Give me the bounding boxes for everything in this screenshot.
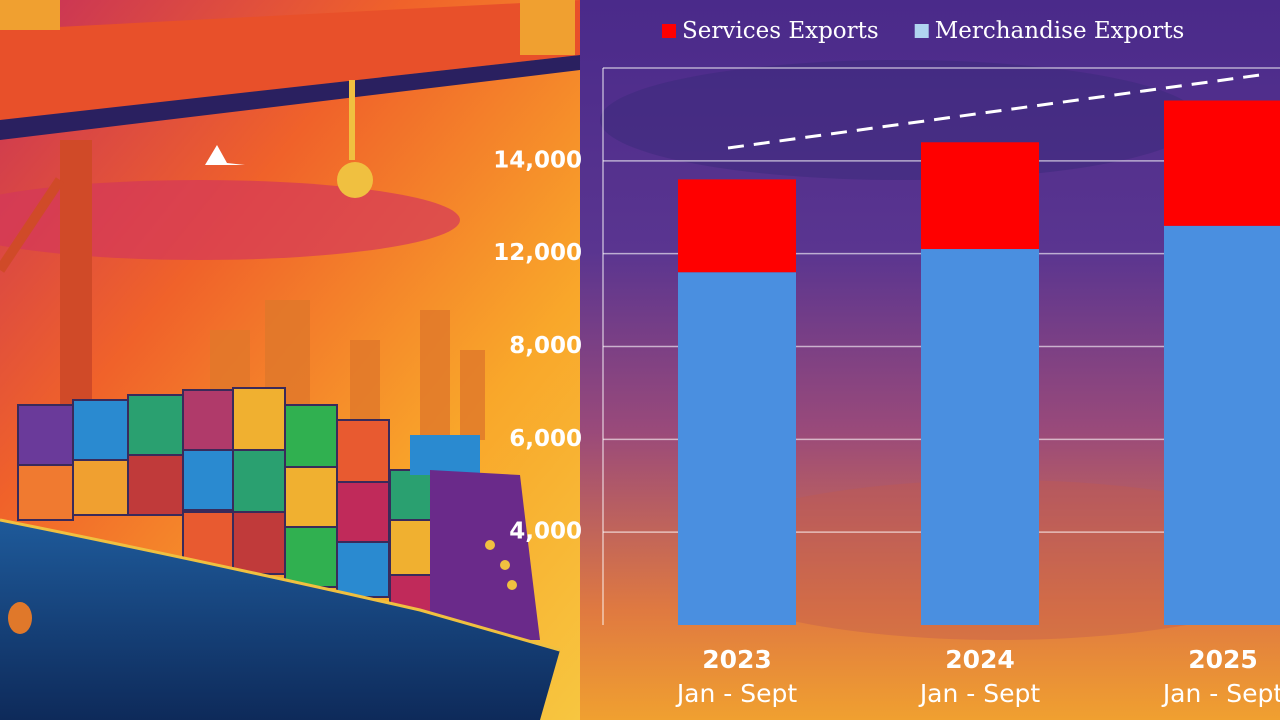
y-tick-label: 12,000 — [493, 240, 582, 266]
legend-label: Services Exports — [682, 18, 879, 44]
y-tick-label: 14,000 — [493, 147, 582, 173]
bar-segment — [678, 179, 796, 273]
legend-swatch — [914, 24, 929, 38]
bar-segment — [921, 249, 1039, 625]
bar-segment — [1164, 225, 1280, 626]
x-tick-label: 2025 — [1188, 645, 1258, 674]
trend-line — [727, 73, 1261, 150]
bar-segment — [1164, 100, 1280, 226]
legend-label: Merchandise Exports — [935, 18, 1185, 44]
x-tick-label: 2024 — [945, 645, 1015, 674]
y-tick-label: 4,000 — [509, 519, 582, 545]
bar-segment — [678, 272, 796, 625]
bar-segment — [921, 142, 1039, 250]
x-period-label: Jan - Sept — [1161, 679, 1280, 708]
plot-area: 14,000 12,000 8,000 6,000 4,000 2023 Jan - Sep… — [493, 18, 1280, 708]
y-tick-label: 6,000 — [509, 426, 582, 452]
x-tick-label: 2023 — [702, 645, 772, 674]
y-tick-label: 8,000 — [509, 333, 582, 359]
x-period-label: Jan - Sept — [918, 679, 1041, 708]
x-period-label: Jan - Sept — [675, 679, 798, 708]
legend-swatch — [662, 24, 676, 38]
